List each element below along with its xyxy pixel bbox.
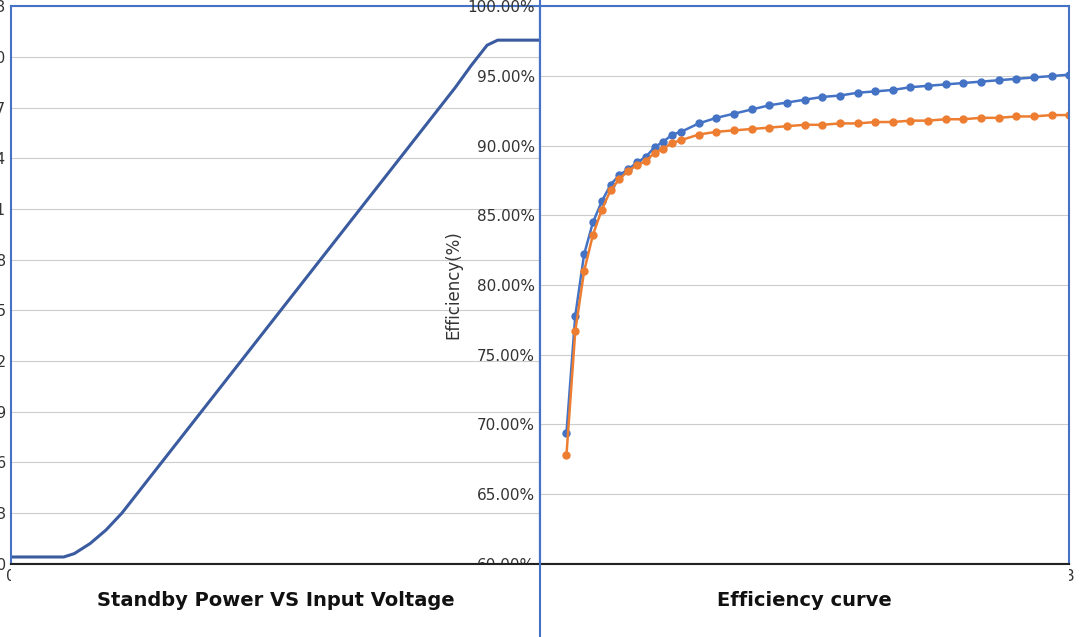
X-axis label: PDIM(%): PDIM(%) [240,589,311,607]
X-axis label: Load(A): Load(A) [772,589,837,607]
Text: Efficiency curve: Efficiency curve [717,591,892,610]
Y-axis label: Efficiency(%): Efficiency(%) [444,231,462,340]
Text: Standby Power VS Input Voltage: Standby Power VS Input Voltage [96,591,455,610]
